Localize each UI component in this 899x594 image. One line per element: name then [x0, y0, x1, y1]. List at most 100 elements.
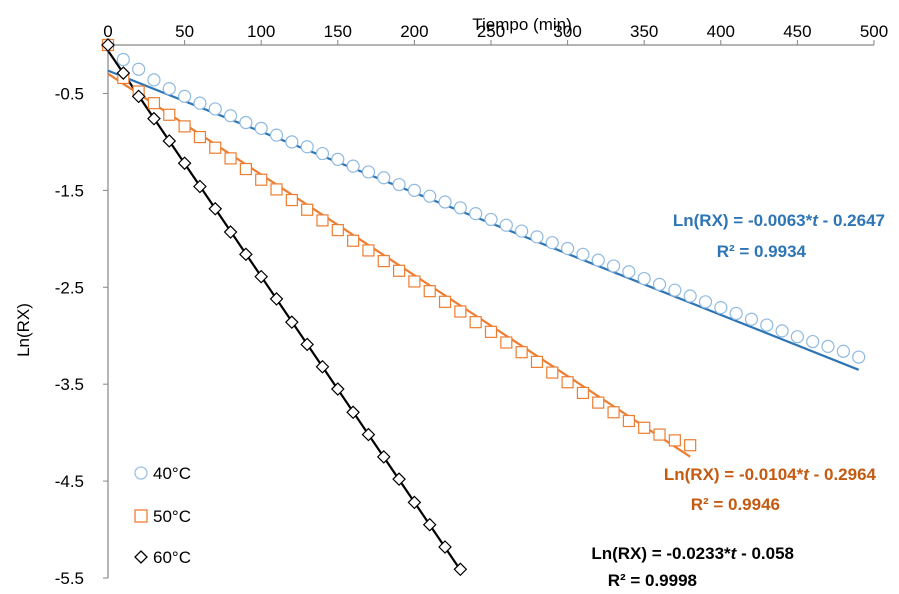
data-point — [178, 89, 192, 103]
data-point — [392, 177, 406, 192]
data-point — [607, 406, 620, 419]
data-point — [499, 218, 513, 232]
data-point — [530, 355, 544, 368]
data-point — [101, 38, 115, 52]
data-point — [545, 236, 559, 250]
x-tick-label: 100 — [247, 22, 275, 41]
data-point — [637, 271, 651, 286]
data-point — [269, 292, 284, 306]
data-point — [423, 189, 437, 203]
data-point — [668, 434, 681, 447]
x-tick-label: 50 — [175, 22, 194, 41]
data-point — [177, 156, 192, 171]
x-tick-label: 200 — [400, 22, 428, 41]
data-point — [132, 62, 146, 76]
data-point — [775, 324, 789, 338]
data-point — [330, 382, 345, 396]
legend-label-50: 50°C — [153, 507, 191, 526]
data-point — [162, 134, 177, 148]
x-tick-label: 300 — [553, 22, 581, 41]
y-tick-label: -0.5 — [55, 84, 84, 103]
data-point — [131, 89, 146, 104]
data-point — [300, 337, 315, 352]
x-tick-label: 500 — [860, 22, 888, 41]
data-point — [408, 275, 421, 288]
r2-50: R² = 0.9946 — [691, 495, 780, 514]
data-point — [392, 472, 406, 487]
x-tick-label: 350 — [630, 22, 658, 41]
data-point — [438, 295, 452, 308]
data-point — [255, 173, 268, 186]
data-point — [208, 102, 222, 116]
x-tick-label: 450 — [783, 22, 811, 41]
data-point — [285, 135, 299, 149]
x-tick-label: 250 — [477, 22, 505, 41]
y-tick-labels: -0.5 -1.5 -2.5 -3.5 -4.5 -5.5 — [55, 84, 108, 588]
data-point — [806, 334, 820, 349]
data-point — [147, 111, 161, 126]
data-point — [852, 350, 866, 364]
data-point — [760, 318, 774, 332]
x-tick-label: 0 — [103, 22, 112, 41]
data-point — [454, 305, 467, 318]
data-point — [576, 386, 590, 400]
data-point — [438, 195, 452, 209]
data-point — [622, 265, 636, 279]
data-point — [821, 339, 835, 353]
y-tick-label: -5.5 — [55, 569, 84, 588]
data-point — [729, 306, 743, 321]
legend-label-60: 60°C — [153, 548, 191, 567]
data-point — [315, 146, 330, 161]
data-point — [347, 234, 360, 247]
data-point — [361, 165, 376, 179]
data-point — [209, 141, 222, 154]
data-point — [223, 225, 238, 239]
data-point — [698, 295, 713, 309]
data-point — [422, 517, 437, 532]
data-point — [530, 230, 544, 244]
fit-line-60°C — [107, 50, 462, 571]
data-point — [500, 336, 513, 349]
equation-40: Ln(RX) = -0.0063*t - 0.2647 — [673, 211, 885, 230]
legend-marker-circle — [134, 466, 148, 480]
data-point — [224, 152, 237, 165]
data-point — [438, 540, 452, 554]
data-point — [638, 421, 651, 434]
data-point — [515, 346, 528, 359]
data-point — [331, 152, 345, 166]
data-point — [254, 269, 269, 284]
x-tick-label: 150 — [324, 22, 352, 41]
data-point — [576, 247, 590, 261]
data-point — [269, 128, 284, 142]
legend-marker-diamond — [134, 550, 148, 564]
data-point — [116, 52, 130, 67]
data-point — [453, 562, 468, 577]
y-tick-label: -1.5 — [55, 181, 84, 200]
x-tick-labels: 0 50 100 150 200 250 300 350 400 450 500 — [103, 22, 888, 45]
axes: 0 50 100 150 200 250 300 350 400 450 500 -0.5-1.5-… — [14, 15, 888, 588]
data-point — [484, 325, 498, 338]
data-point — [592, 396, 605, 409]
data-point — [453, 201, 467, 215]
data-point — [376, 450, 391, 464]
y-tick-label: -4.5 — [55, 472, 84, 491]
data-point — [147, 73, 161, 87]
data-point — [668, 283, 682, 297]
series-40°C — [101, 38, 866, 364]
equation-50: Ln(RX) = -0.0104*t - 0.2964 — [664, 465, 877, 484]
data-point — [301, 203, 314, 216]
data-point — [591, 253, 605, 267]
data-point — [622, 414, 635, 428]
data-point — [147, 97, 161, 110]
data-point — [407, 495, 422, 510]
data-point — [254, 121, 268, 135]
data-point — [469, 316, 482, 329]
legend-item-40: 40°C — [134, 464, 191, 483]
data-point — [116, 66, 131, 80]
data-point — [561, 376, 574, 389]
data-points — [101, 38, 866, 577]
equations: Ln(RX) = -0.0063*t - 0.2647 R² = 0.9934 … — [591, 211, 885, 590]
data-point — [407, 183, 421, 197]
data-point — [162, 82, 176, 96]
